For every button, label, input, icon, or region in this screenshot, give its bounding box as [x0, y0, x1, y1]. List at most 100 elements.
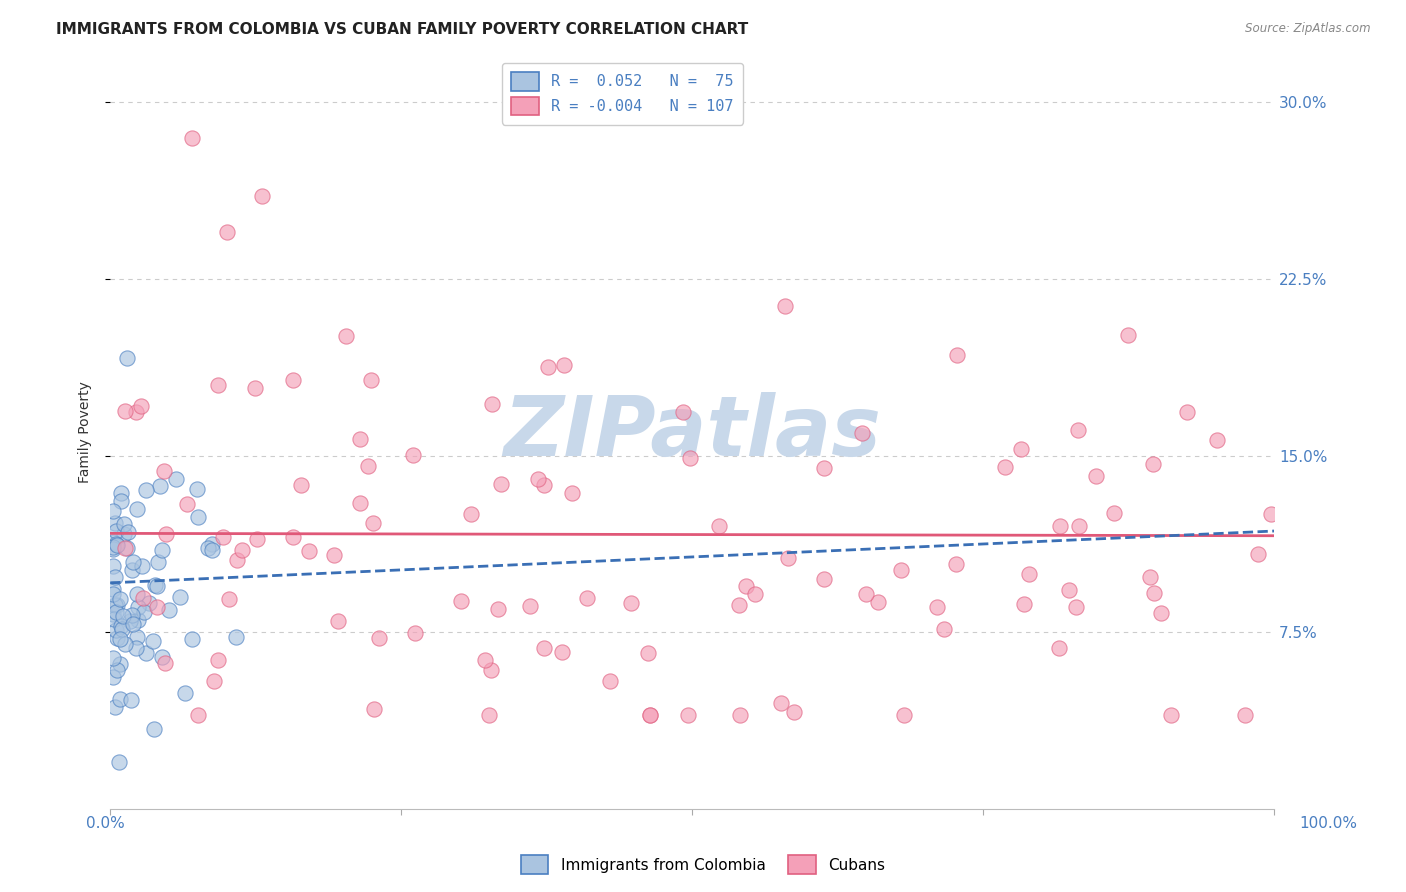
- Point: [108, 591, 131, 606]
- Point: [104, 624, 127, 638]
- Point: [561, 486, 583, 500]
- Point: [127, 613, 149, 627]
- Point: [204, 673, 226, 688]
- Point: [730, 707, 752, 722]
- Point: [114, 404, 136, 418]
- Point: [110, 691, 132, 706]
- Point: [121, 563, 143, 577]
- Point: [181, 632, 204, 646]
- Point: [1150, 606, 1173, 620]
- Point: [101, 540, 124, 554]
- Point: [946, 348, 969, 362]
- Point: [925, 599, 948, 614]
- Point: [101, 504, 124, 518]
- Point: [478, 707, 501, 722]
- Text: Source: ZipAtlas.com: Source: ZipAtlas.com: [1246, 22, 1371, 36]
- Point: [1085, 469, 1108, 483]
- Point: [201, 543, 224, 558]
- Point: [215, 225, 238, 239]
- Point: [135, 483, 157, 497]
- Point: [672, 405, 695, 419]
- Point: [176, 497, 198, 511]
- Point: [1175, 405, 1198, 419]
- Point: [108, 755, 131, 769]
- Point: [187, 707, 209, 722]
- Point: [1018, 566, 1040, 581]
- Point: [813, 461, 835, 475]
- Point: [105, 524, 128, 539]
- Point: [640, 707, 662, 722]
- Point: [1260, 507, 1282, 521]
- Point: [486, 602, 509, 616]
- Point: [479, 663, 502, 677]
- Point: [620, 596, 643, 610]
- Point: [125, 641, 148, 656]
- Point: [868, 595, 890, 609]
- Point: [105, 598, 128, 612]
- Point: [550, 644, 572, 658]
- Text: IMMIGRANTS FROM COLOMBIA VS CUBAN FAMILY POVERTY CORRELATION CHART: IMMIGRANTS FROM COLOMBIA VS CUBAN FAMILY…: [56, 22, 748, 37]
- Point: [108, 632, 131, 647]
- Point: [143, 577, 166, 591]
- Point: [104, 598, 127, 612]
- Point: [357, 458, 380, 473]
- Point: [186, 482, 208, 496]
- Point: [101, 651, 124, 665]
- Point: [104, 516, 127, 530]
- Point: [127, 600, 149, 615]
- Point: [1064, 599, 1087, 614]
- Point: [125, 405, 148, 419]
- Point: [283, 373, 305, 387]
- Point: [367, 632, 389, 646]
- Point: [111, 622, 134, 636]
- Point: [146, 578, 169, 592]
- Point: [225, 631, 247, 645]
- Point: [1247, 547, 1270, 561]
- Point: [165, 472, 187, 486]
- Point: [1057, 582, 1080, 597]
- Point: [773, 299, 796, 313]
- Point: [489, 476, 512, 491]
- Point: [401, 449, 423, 463]
- Point: [283, 530, 305, 544]
- Point: [129, 400, 152, 414]
- Point: [105, 663, 128, 677]
- Point: [201, 537, 224, 551]
- Point: [851, 426, 873, 441]
- Point: [1142, 585, 1164, 599]
- Point: [110, 494, 132, 508]
- Point: [131, 559, 153, 574]
- Point: [246, 533, 269, 547]
- Point: [148, 556, 170, 570]
- Point: [103, 612, 125, 626]
- Point: [125, 587, 148, 601]
- Point: [105, 631, 128, 645]
- Point: [218, 592, 240, 607]
- Point: [122, 555, 145, 569]
- Point: [1234, 707, 1257, 722]
- Point: [1206, 433, 1229, 447]
- Point: [120, 614, 142, 628]
- Point: [117, 524, 139, 539]
- Point: [135, 646, 157, 660]
- Point: [105, 537, 128, 551]
- Point: [349, 496, 371, 510]
- Point: [709, 519, 731, 533]
- Legend: R =  0.052   N =  75, R = -0.004   N = 107: R = 0.052 N = 75, R = -0.004 N = 107: [502, 62, 742, 125]
- Point: [197, 541, 219, 556]
- Point: [110, 619, 132, 633]
- Point: [1142, 457, 1164, 471]
- Point: [298, 544, 321, 558]
- Point: [207, 653, 229, 667]
- Point: [103, 582, 125, 596]
- Point: [360, 373, 382, 387]
- Point: [744, 587, 766, 601]
- Point: [142, 634, 165, 648]
- Point: [110, 485, 132, 500]
- Point: [1010, 442, 1032, 456]
- Point: [328, 614, 350, 628]
- Point: [290, 478, 312, 492]
- Point: [676, 707, 699, 722]
- Point: [519, 599, 541, 613]
- Point: [537, 360, 560, 375]
